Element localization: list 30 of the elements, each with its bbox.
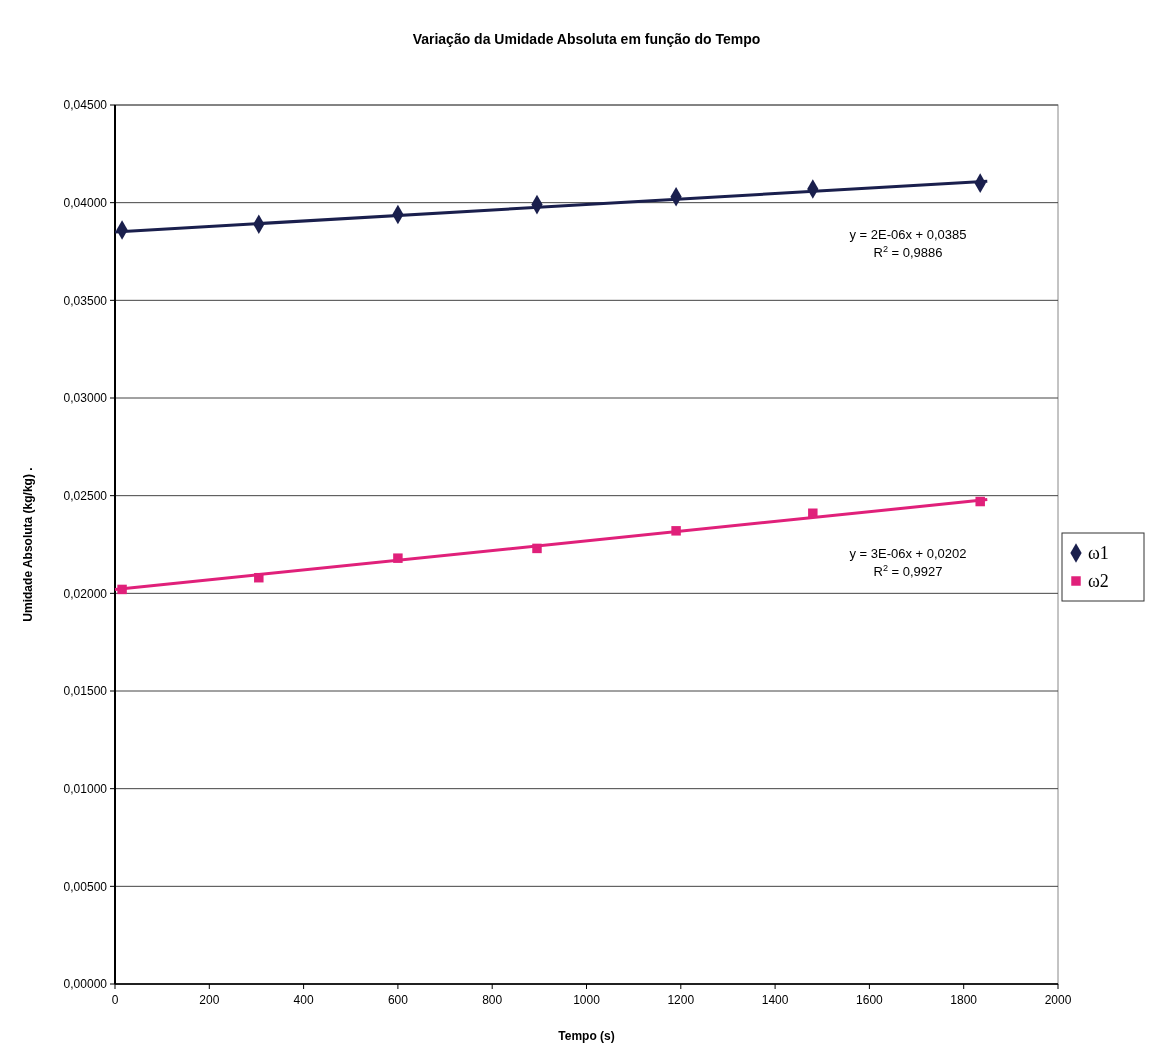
legend-label: ω2 (1088, 571, 1109, 592)
y-tick-label: 0,01500 (63, 684, 108, 699)
x-tick-label: 0 (111, 993, 119, 1007)
x-tick-label: 2000 (1044, 993, 1072, 1007)
y-tick-label: 0,02000 (63, 586, 108, 601)
y-tick-label: 0,03000 (63, 391, 108, 406)
y-tick-label: 0,00500 (63, 879, 108, 894)
y-axis-title: Umidade Absoluta (kg/kg) . (21, 467, 35, 622)
annotation: R$^{2}$ = 0,9927 (873, 562, 943, 579)
annotation: y = 2E-06x + 0,0385 (849, 227, 967, 243)
x-tick-label: 400 (293, 993, 314, 1007)
x-tick-label: 1400 (761, 993, 789, 1007)
x-tick-label: 1800 (950, 993, 978, 1007)
x-tick-label: 1200 (667, 993, 695, 1007)
x-tick-label: 200 (199, 993, 220, 1007)
y-tick-label: 0,04000 (63, 195, 108, 210)
y-tick-label: 0,00000 (63, 977, 108, 992)
x-axis-title: Tempo (s) (558, 1029, 615, 1043)
x-tick-label: 600 (387, 993, 409, 1007)
y-tick-label: 0,04500 (63, 98, 108, 113)
legend-label: ω1 (1088, 543, 1109, 564)
chart-title: Variação da Umidade Absoluta em função do Tempo (412, 31, 761, 47)
annotation: y = 3E-06x + 0,0202 (849, 545, 967, 561)
x-tick-label: 1600 (856, 993, 884, 1007)
y-tick-label: 0,02500 (63, 488, 108, 503)
y-tick-label: 0,01000 (63, 781, 108, 796)
annotation: R$^{2}$ = 0,9886 (873, 244, 943, 261)
x-tick-label: 800 (482, 993, 503, 1007)
y-tick-label: 0,03500 (63, 293, 108, 308)
x-tick-label: 1000 (573, 993, 601, 1007)
